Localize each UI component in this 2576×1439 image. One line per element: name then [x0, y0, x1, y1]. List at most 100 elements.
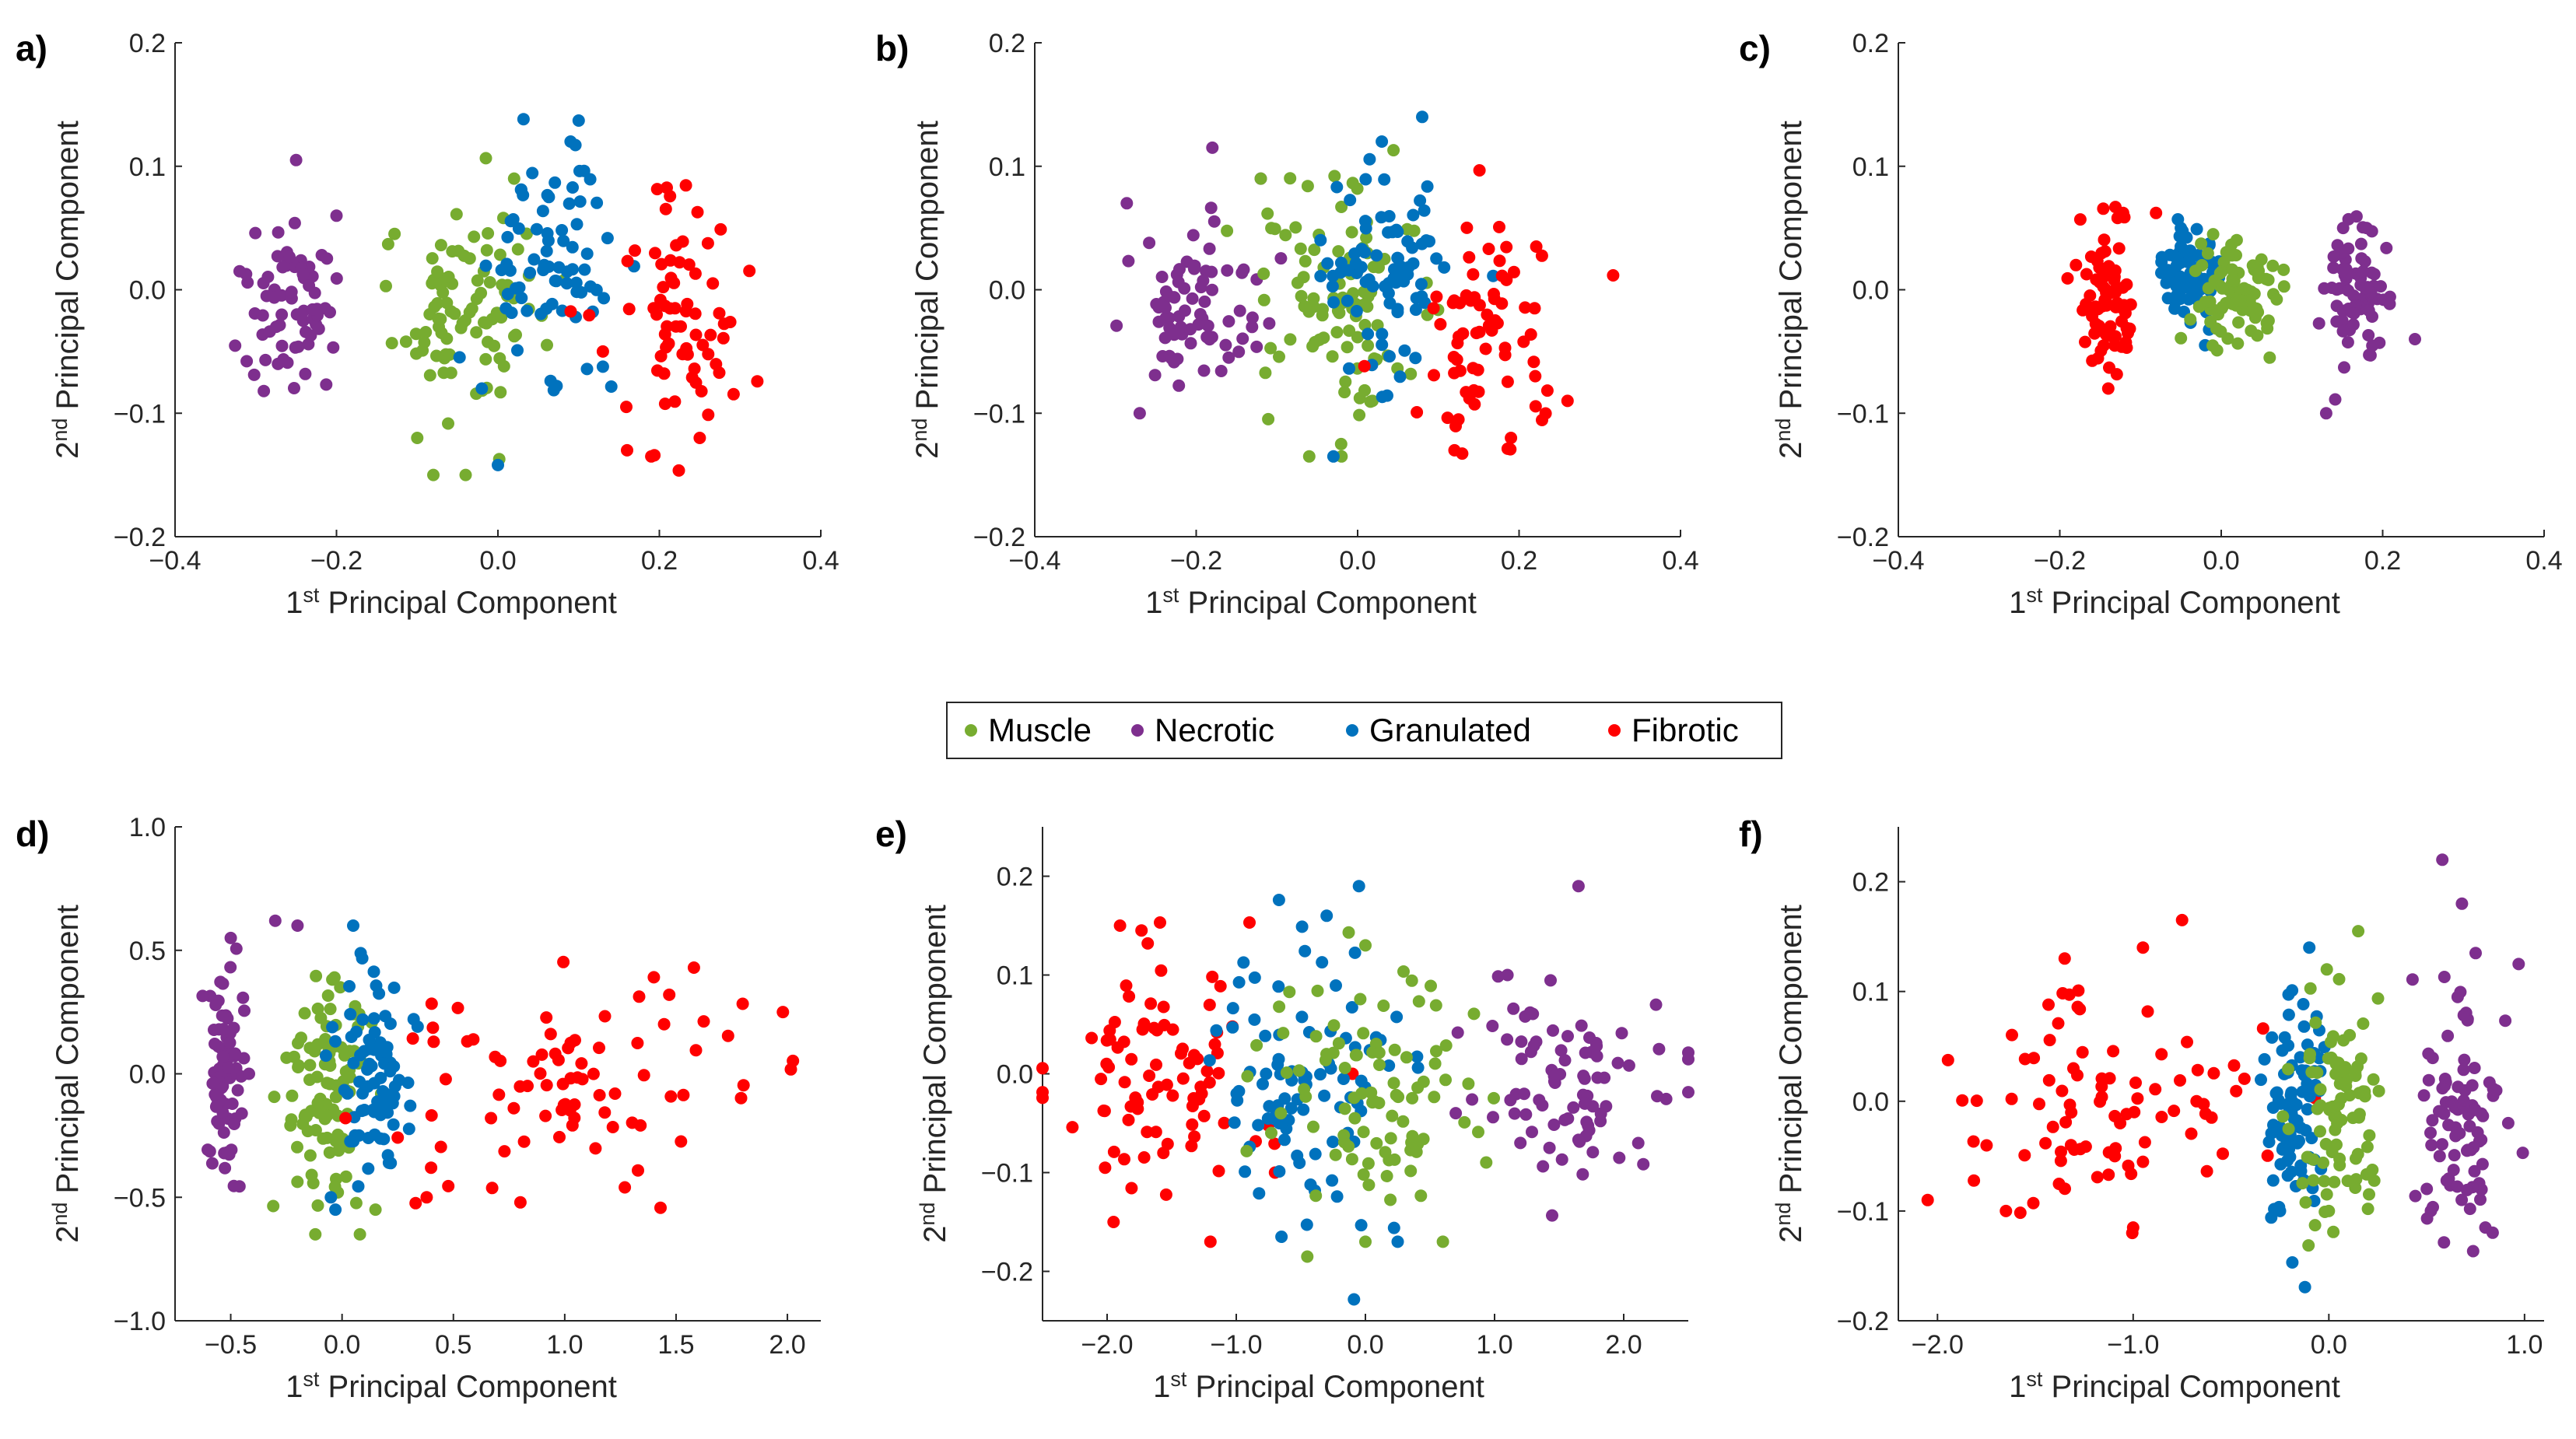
data-point	[1446, 296, 1460, 310]
y-tick-label: 0.1	[989, 152, 1025, 182]
data-point	[1392, 252, 1404, 265]
data-point	[550, 275, 563, 288]
data-point	[2357, 1085, 2370, 1098]
data-point	[593, 1042, 605, 1055]
data-point	[1358, 359, 1371, 373]
data-point	[751, 375, 764, 388]
data-point	[330, 272, 343, 285]
data-point	[2251, 329, 2264, 342]
data-point	[1172, 379, 1186, 392]
data-point	[1099, 1161, 1112, 1175]
data-point	[1547, 1119, 1561, 1131]
data-point	[1414, 1189, 1428, 1203]
data-point	[1157, 1000, 1170, 1014]
data-point	[2326, 1100, 2339, 1113]
data-point	[1110, 319, 1123, 332]
y-tick-label: 0.2	[1852, 29, 1889, 58]
y-tick-label: 1.0	[129, 813, 166, 842]
data-point	[341, 1087, 354, 1100]
panel-d: d) −0.5 0.0 0.5 1.0 1.5 2.0 −1.0 −0.5 0.0 0.5 1.0 1s…	[16, 813, 821, 1404]
data-point	[479, 259, 492, 272]
data-point	[303, 1042, 317, 1055]
data-point	[2440, 1174, 2453, 1187]
data-point	[2283, 1150, 2297, 1164]
data-point	[1451, 1026, 1464, 1039]
data-point	[2449, 1129, 2462, 1143]
data-point	[2319, 407, 2332, 420]
data-point	[2090, 273, 2103, 286]
data-point	[339, 1170, 352, 1183]
data-point	[513, 1080, 527, 1093]
data-point	[1594, 1107, 1607, 1120]
data-point	[1376, 135, 1389, 148]
data-point	[240, 355, 254, 368]
data-point	[1301, 1250, 1314, 1263]
data-point	[2120, 1108, 2133, 1121]
data-point	[2184, 313, 2197, 326]
data-point	[358, 1045, 371, 1058]
data-point	[2189, 264, 2202, 278]
data-point	[435, 327, 448, 339]
data-point	[1155, 271, 1169, 283]
data-point	[1611, 1056, 1624, 1070]
data-point	[1221, 224, 1234, 237]
data-point	[2205, 1111, 2218, 1124]
data-point	[536, 205, 549, 218]
data-point	[1279, 229, 1292, 242]
x-axis-label: 1st Principal Component	[2009, 583, 2340, 620]
data-point	[515, 292, 528, 305]
data-point	[2230, 233, 2243, 247]
data-point	[425, 1109, 438, 1122]
legend-label-fibrotic: Fibrotic	[1631, 712, 1739, 748]
data-point	[2076, 1045, 2089, 1059]
data-point	[1388, 1153, 1401, 1166]
data-point	[482, 227, 495, 240]
data-point	[434, 239, 447, 252]
data-point	[1430, 252, 1443, 265]
data-point	[296, 314, 310, 327]
legend-marker-fibrotic	[1608, 724, 1621, 737]
data-point	[1393, 370, 1407, 383]
data-point	[647, 971, 661, 984]
data-point	[1265, 222, 1278, 235]
data-point	[583, 309, 596, 322]
data-point	[1166, 1089, 1179, 1102]
data-point	[2101, 382, 2115, 395]
data-point	[261, 271, 275, 283]
data-point	[1195, 1087, 1208, 1100]
data-point	[2206, 228, 2220, 241]
y-tick-label: 0.0	[997, 1060, 1033, 1090]
data-point	[677, 1088, 690, 1101]
data-point	[1370, 1136, 1383, 1150]
data-point	[689, 1044, 703, 1057]
data-point	[223, 1036, 237, 1049]
data-point	[2109, 201, 2122, 214]
data-point	[1200, 1065, 1214, 1077]
data-point	[1527, 1039, 1540, 1052]
data-point	[620, 401, 633, 414]
data-point	[650, 183, 664, 196]
data-point	[387, 981, 401, 994]
x-tick-label: 0.0	[2203, 546, 2239, 576]
data-point	[1107, 1216, 1120, 1228]
data-point	[507, 172, 520, 185]
data-point	[540, 244, 553, 257]
data-point	[2071, 1069, 2084, 1082]
data-point	[1302, 305, 1316, 318]
data-point	[1450, 353, 1463, 366]
data-point	[2059, 1115, 2073, 1129]
data-point	[439, 1073, 452, 1086]
data-point	[2436, 853, 2449, 867]
data-point	[580, 247, 594, 261]
y-tick-label: −1.0	[114, 1307, 166, 1336]
data-point	[2200, 1164, 2213, 1178]
data-point	[320, 378, 333, 391]
data-point	[1387, 144, 1400, 157]
data-point	[493, 248, 506, 261]
data-point	[668, 302, 682, 315]
data-point	[1364, 395, 1377, 408]
data-point	[658, 327, 671, 341]
data-point	[2276, 1044, 2289, 1057]
data-point	[1501, 968, 1514, 982]
data-point	[432, 312, 445, 325]
